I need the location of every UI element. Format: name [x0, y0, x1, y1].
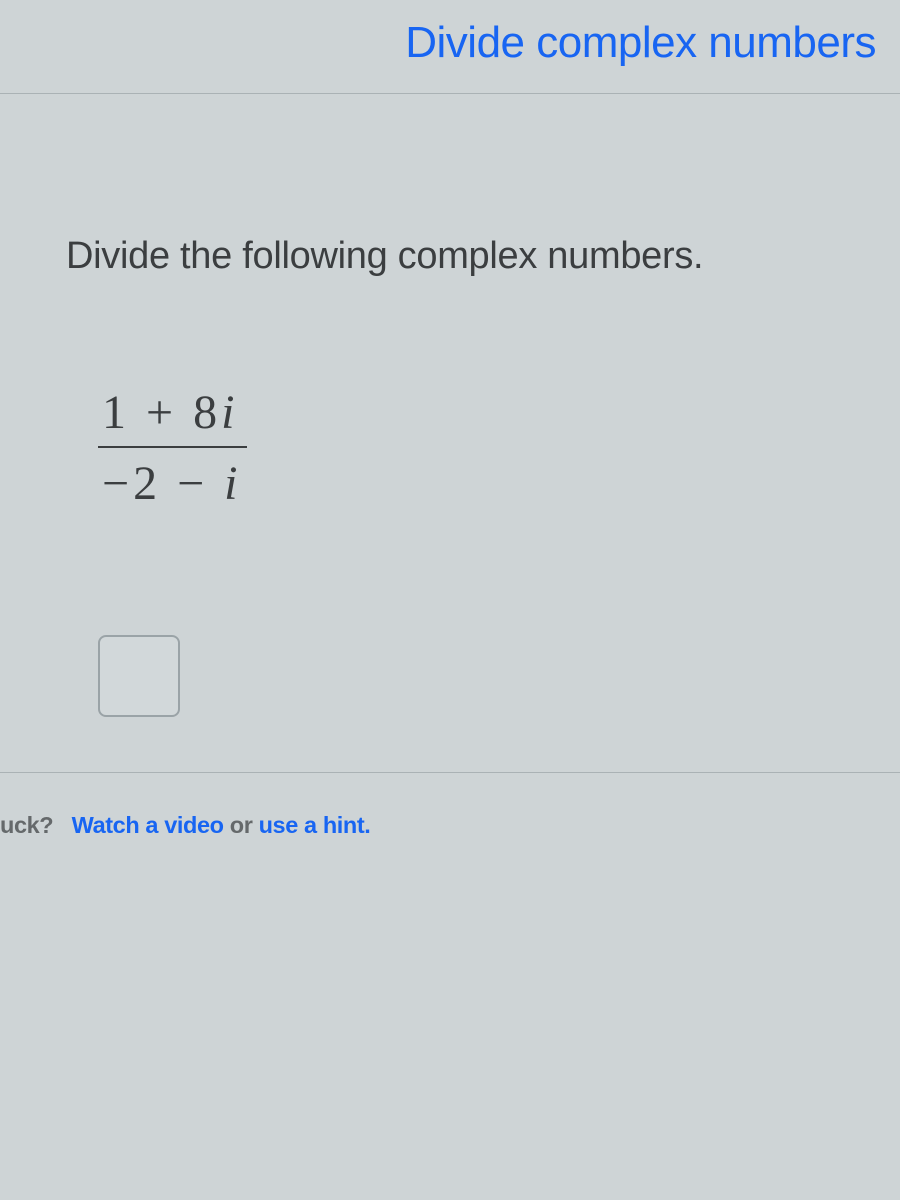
watch-video-link[interactable]: Watch a video	[72, 812, 224, 838]
fraction-numerator: 1 + 8i	[98, 385, 244, 446]
fraction-expression: 1 + 8i −2 − i	[98, 385, 247, 511]
fraction-denominator: −2 − i	[98, 448, 247, 511]
stuck-help-line: uck? Watch a video or use a hint.	[0, 812, 370, 839]
stuck-or: or	[230, 812, 259, 838]
page-title: Divide complex numbers	[405, 18, 876, 68]
question-prompt: Divide the following complex numbers.	[66, 235, 703, 278]
answer-input[interactable]	[98, 635, 180, 717]
header-divider	[0, 93, 900, 94]
use-hint-link[interactable]: use a hint.	[259, 812, 371, 838]
fraction: 1 + 8i −2 − i	[98, 385, 247, 511]
content-divider	[0, 772, 900, 773]
stuck-prefix: uck?	[0, 812, 53, 838]
